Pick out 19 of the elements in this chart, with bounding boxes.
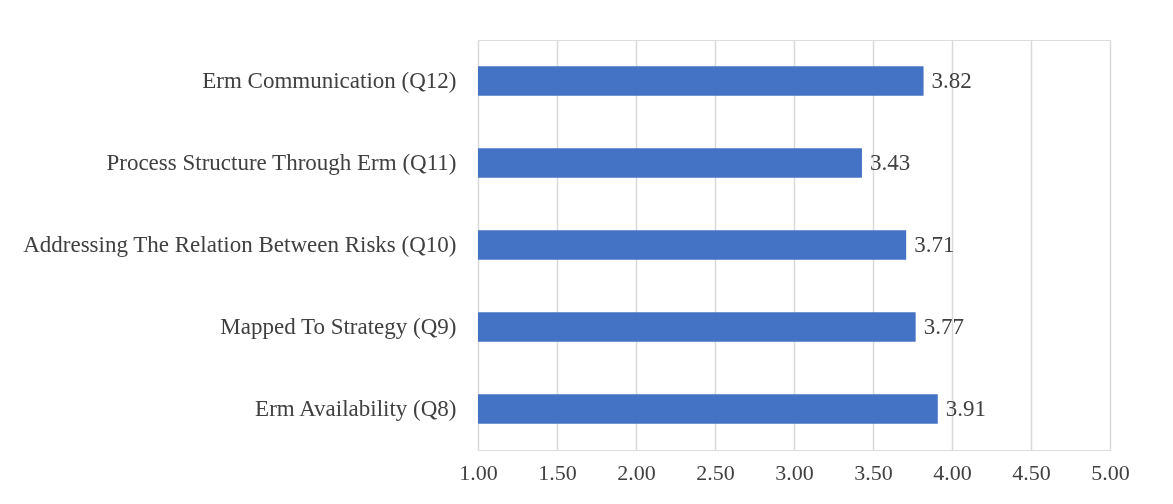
x-tick-label: 2.00	[617, 459, 656, 485]
x-tick-label: 1.50	[538, 459, 577, 485]
data-label: 3.71	[914, 232, 955, 257]
x-tick-label: 5.00	[1091, 459, 1130, 485]
data-label: 3.43	[869, 150, 911, 175]
x-tick-label: 4.00	[933, 459, 972, 485]
x-tick-label: 3.50	[854, 459, 893, 485]
x-tick-label: 4.50	[1012, 459, 1051, 485]
y-tick-label: Addressing The Relation Between Risks (Q10)	[23, 232, 457, 257]
x-tick-label: 3.00	[775, 459, 814, 485]
data-label: 3.77	[923, 314, 964, 339]
data-label: 3.91	[945, 396, 987, 421]
y-tick-label: Erm Communication (Q12)	[202, 68, 457, 93]
y-tick-label: Mapped To Strategy (Q9)	[220, 314, 457, 339]
x-tick-label: 2.50	[696, 459, 735, 485]
x-tick-label: 1.00	[459, 459, 498, 485]
y-tick-label: Process Structure Through Erm (Q11)	[106, 150, 457, 175]
data-label: 3.82	[931, 68, 972, 93]
y-tick-label: Erm Availability (Q8)	[255, 396, 457, 421]
